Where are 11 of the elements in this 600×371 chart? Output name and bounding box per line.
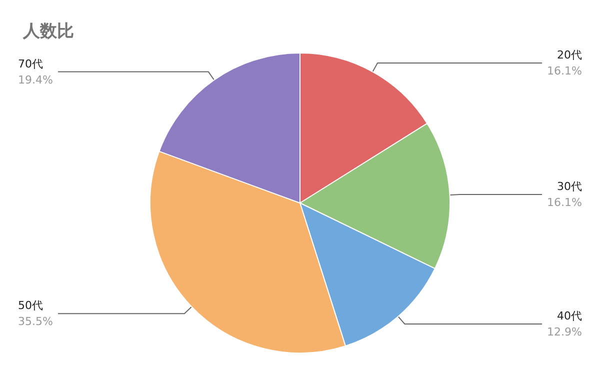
data-label: 16.1% xyxy=(547,64,582,78)
data-label: 16.1% xyxy=(547,196,582,209)
chart-title: 人数比 xyxy=(22,22,74,42)
slice-label: 40代 xyxy=(557,310,582,323)
slice-label: 50代 xyxy=(18,299,43,312)
slice-label: 20代 xyxy=(557,48,582,62)
slice-label: 30代 xyxy=(557,180,582,193)
data-label: 19.4% xyxy=(18,73,53,86)
slice-label: 70代 xyxy=(18,57,43,70)
data-label: 12.9% xyxy=(547,326,582,339)
data-label: 35.5% xyxy=(18,315,53,328)
